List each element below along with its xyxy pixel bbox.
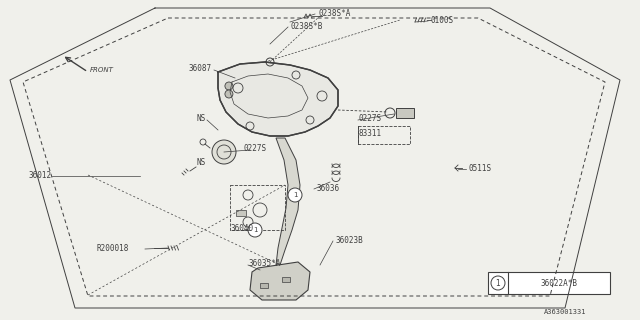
Text: NS: NS [196,157,205,166]
Circle shape [225,90,233,98]
Text: 36035*A: 36035*A [248,260,280,268]
Polygon shape [218,62,338,136]
Text: 36087: 36087 [188,63,211,73]
Circle shape [212,140,236,164]
Text: 1: 1 [292,192,297,198]
Text: 36012: 36012 [28,171,51,180]
Circle shape [225,82,233,90]
Text: 0227S: 0227S [358,114,381,123]
Bar [236,210,246,216]
Text: 1: 1 [253,227,257,233]
Circle shape [288,188,302,202]
Text: R200018: R200018 [96,244,129,252]
Text: A363001331: A363001331 [544,309,586,315]
Polygon shape [250,262,310,300]
Text: 36036: 36036 [316,183,339,193]
Text: 0227S: 0227S [243,143,266,153]
Bar [396,108,414,118]
Bar [358,126,410,144]
Text: 0511S: 0511S [468,164,491,172]
Bar [230,185,285,230]
Bar [260,283,268,288]
Polygon shape [276,138,300,265]
Text: 0238S*B: 0238S*B [290,21,323,30]
Text: 36023B: 36023B [335,236,363,244]
Bar [488,272,610,294]
Circle shape [248,223,262,237]
Bar [282,277,290,282]
Text: 1: 1 [495,278,500,287]
Text: NS: NS [196,114,205,123]
Text: 36040: 36040 [230,223,253,233]
Text: 0238S*A: 0238S*A [318,9,350,18]
Text: 0100S: 0100S [430,15,453,25]
Text: 83311: 83311 [358,129,381,138]
Text: 36022A*B: 36022A*B [541,278,577,287]
Text: FRONT: FRONT [90,67,114,73]
